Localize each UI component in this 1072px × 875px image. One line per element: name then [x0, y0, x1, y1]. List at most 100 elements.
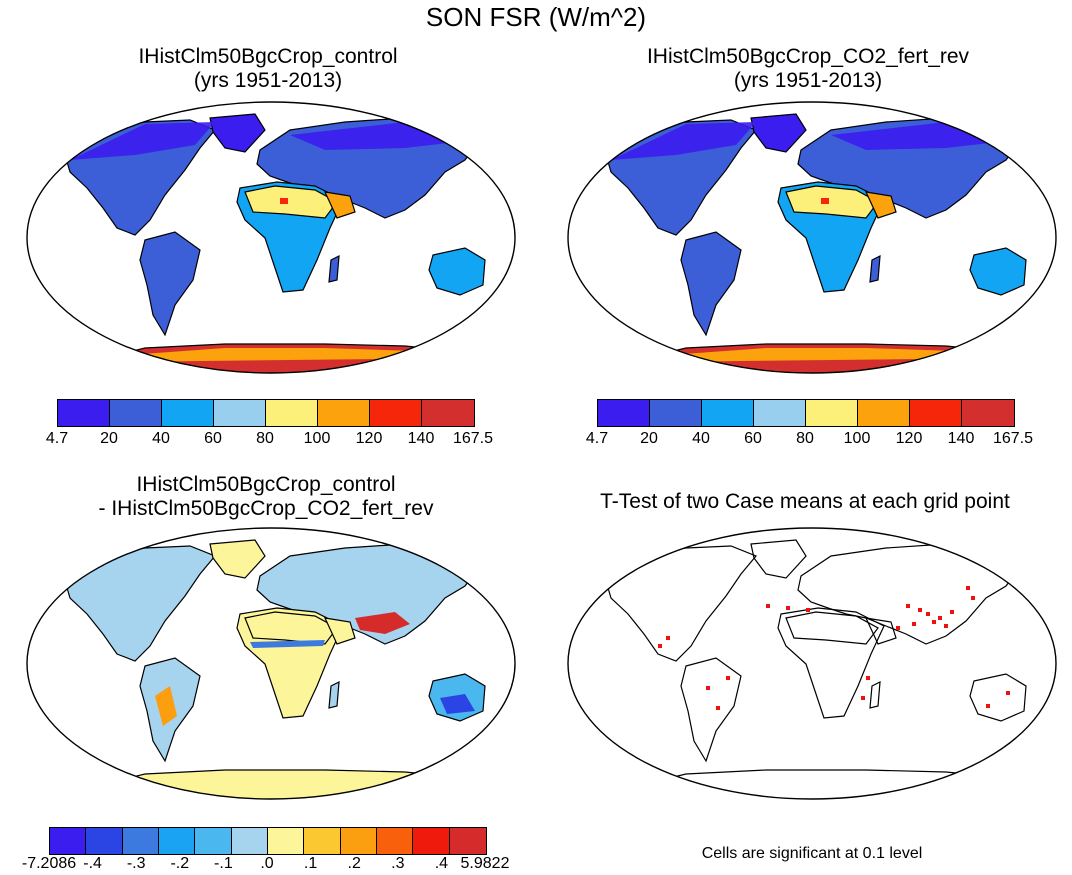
land-antarctica: [94, 769, 496, 799]
colorbar-diff: [49, 827, 487, 855]
panel-title-co2-line2: (yrs 1951-2013): [733, 69, 883, 92]
panel-title-co2-line1: IHistClm50BgcCrop_CO2_fert_rev: [646, 45, 970, 68]
map-diff: [26, 527, 516, 800]
colorbar-control-tick-label: 60: [204, 430, 222, 447]
land-madagascar: [328, 680, 340, 709]
colorbar-control-labels: 4.7 20 40 60 80 100 120 140 167.5: [46, 430, 493, 450]
map-frame: [26, 101, 516, 374]
colorbar-diff-tick-label: -.4: [83, 855, 102, 872]
panel-title-co2: IHistClm50BgcCrop_CO2_fert_rev (yrs 1951…: [568, 45, 1048, 93]
colorbar-control-swatch: [318, 400, 370, 426]
land-greenland: [209, 539, 266, 579]
land-northern-cold: [70, 122, 215, 160]
diff-patch-samerica: [155, 686, 177, 726]
colorbar-diff-swatch: [122, 828, 159, 854]
map-control: [26, 101, 516, 374]
colorbar-diff-swatch: [50, 828, 87, 854]
significant-cell: [726, 676, 730, 680]
colorbar-diff-tick-label: .1: [303, 855, 318, 872]
colorbar-co2-swatch: [806, 400, 858, 426]
colorbar-co2-swatch: [598, 400, 650, 426]
colorbar-co2-tick-label: 140: [947, 430, 975, 447]
colorbar-co2-swatch: [962, 400, 1014, 426]
desert-hotspot: [280, 198, 288, 204]
land-northAmerica: [605, 545, 757, 662]
significant-cell: [938, 616, 942, 620]
significant-cell: [786, 606, 790, 610]
significant-cell: [950, 610, 954, 614]
significant-cell: [971, 596, 975, 600]
significant-cell: [766, 604, 770, 608]
land-sahara: [785, 611, 879, 645]
land-sahara: [244, 611, 338, 645]
significant-cell: [658, 644, 662, 648]
colorbar-diff-swatch: [304, 828, 341, 854]
colorbar-co2-swatch: [858, 400, 910, 426]
colorbar-control-tick-label: 167.5: [452, 430, 494, 447]
colorbar-control-swatch: [370, 400, 422, 426]
diff-patch-australia: [440, 694, 475, 714]
land-antarctica: [635, 769, 1037, 799]
colorbar-control-swatch: [266, 400, 318, 426]
significant-cell: [906, 604, 910, 608]
significant-cell: [918, 608, 922, 612]
colorbar-control-swatch: [214, 400, 266, 426]
colorbar-co2-tick-label: 20: [640, 430, 658, 447]
land-australia: [969, 673, 1027, 722]
colorbar-diff-swatch: [267, 828, 305, 854]
colorbar-co2-tick-label: 100: [843, 430, 871, 447]
colorbar-control: [57, 399, 475, 427]
colorbar-co2-swatch: [754, 400, 806, 426]
colorbar-co2-tick-label: 120: [895, 430, 923, 447]
land-madagascar: [328, 254, 340, 283]
significance-note: Cells are significant at 0.1 level: [701, 845, 923, 862]
land-africa: [777, 607, 885, 719]
significant-cell: [986, 704, 990, 708]
land-sahara: [785, 185, 879, 219]
land-australia: [428, 247, 486, 296]
land-greenland: [750, 539, 807, 579]
colorbar-diff-tick-label: .0: [260, 855, 274, 872]
panel-title-ttest: T-Test of two Case means at each grid po…: [600, 490, 1010, 513]
colorbar-diff-swatch: [86, 828, 123, 854]
colorbar-diff-tick-label: -.2: [170, 855, 190, 872]
map-co2: [567, 101, 1057, 374]
colorbar-diff-swatch: [376, 828, 414, 854]
colorbar-diff-swatch: [413, 828, 450, 854]
map-frame: [567, 527, 1057, 800]
colorbar-control-tick-label: 4.7: [45, 430, 69, 447]
colorbar-diff-tick-label: .2: [347, 855, 361, 872]
land-northern-cold: [611, 122, 756, 160]
colorbar-control-swatch: [422, 400, 474, 426]
colorbar-control-swatch: [110, 400, 162, 426]
colorbar-control-swatch: [162, 400, 214, 426]
land-greenland: [750, 113, 807, 153]
colorbar-control-tick-label: 100: [303, 430, 331, 447]
land-madagascar: [869, 254, 881, 283]
panel-title-control-line1: IHistClm50BgcCrop_control: [138, 45, 398, 68]
significant-cell: [666, 636, 670, 640]
antarctic-edge: [656, 348, 1006, 362]
colorbar-co2-tick-label: 4.7: [585, 430, 609, 447]
panel-title-diff-line1: IHistClm50BgcCrop_control: [136, 473, 396, 496]
land-sahara: [244, 185, 338, 219]
land-australia: [969, 247, 1027, 296]
main-title: SON FSR (W/m^2): [425, 2, 647, 32]
significant-cell: [1006, 691, 1010, 695]
colorbar-control-swatch: [58, 400, 110, 426]
land-arabia: [864, 191, 897, 219]
map-ttest: [567, 527, 1057, 800]
land-arabia: [323, 191, 356, 219]
colorbar-diff-swatch: [340, 828, 377, 854]
significant-cell: [806, 608, 810, 612]
significant-cell: [861, 696, 865, 700]
colorbar-co2-tick-label: 167.5: [992, 430, 1034, 447]
colorbar-co2-swatch: [910, 400, 962, 426]
diff-hotspot-asia: [355, 612, 410, 634]
colorbar-diff-labels: -7.2086 -.4 -.3 -.2 -.1 .0 .1 .2 .3 .4 5.9822: [22, 855, 510, 875]
desert-hotspot: [821, 198, 829, 204]
colorbar-diff-swatch: [158, 828, 196, 854]
significant-cell: [706, 686, 710, 690]
colorbar-control-tick-label: 120: [355, 430, 383, 447]
panel-title-diff-line2: - IHistClm50BgcCrop_CO2_fert_rev: [98, 497, 434, 520]
